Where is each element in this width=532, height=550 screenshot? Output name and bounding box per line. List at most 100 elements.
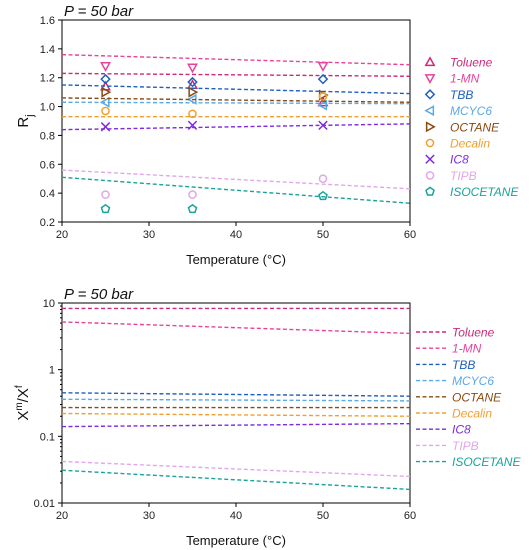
y-label-main: X bbox=[15, 411, 32, 421]
data-point-tipb bbox=[318, 174, 328, 184]
series-line-isocetane bbox=[61, 176, 411, 204]
legend-label: Toluene bbox=[450, 56, 493, 70]
legend-marker-mcyc6 bbox=[424, 105, 435, 117]
x-tick-label: 40 bbox=[230, 229, 242, 241]
y-label-main: R bbox=[15, 117, 32, 128]
series-line-mcyc6 bbox=[61, 101, 411, 105]
y-tick-label: 0.1 bbox=[40, 431, 55, 443]
chart-title: P = 50 bar bbox=[64, 286, 134, 303]
data-point-decalin bbox=[188, 109, 197, 119]
series-line-1-mn bbox=[61, 321, 411, 335]
legend-marker-toluene bbox=[424, 56, 436, 67]
data-point-tbb bbox=[100, 73, 111, 85]
data-point-tbb bbox=[187, 76, 198, 88]
x-tick-label: 50 bbox=[317, 510, 329, 522]
legend-label: MCYC6 bbox=[450, 104, 492, 118]
legend-label: ISOCETANE bbox=[450, 185, 519, 199]
data-point-ic8 bbox=[318, 120, 328, 131]
legend-marker-1-mn bbox=[424, 74, 436, 84]
legend-marker-tbb bbox=[424, 89, 436, 100]
data-point-1-mn bbox=[100, 62, 111, 72]
y-tick-label: 0.2 bbox=[40, 217, 55, 229]
data-point-octane bbox=[101, 86, 112, 98]
y-label-sub: j bbox=[24, 114, 36, 117]
x-tick-label: 30 bbox=[143, 229, 155, 241]
series-line-decalin bbox=[61, 412, 411, 417]
legend-label: Toluene bbox=[452, 326, 495, 340]
legend-marker-decalin bbox=[425, 138, 435, 148]
data-point-decalin bbox=[318, 92, 328, 101]
y-tick-label: 1.2 bbox=[40, 73, 55, 85]
y-tick-label: 1.0 bbox=[40, 102, 55, 114]
data-point-1-mn bbox=[317, 62, 329, 72]
legend-marker-ic8 bbox=[425, 154, 435, 164]
data-point-mcyc6 bbox=[99, 96, 110, 108]
y-tick-label: 0.6 bbox=[40, 159, 55, 171]
series-line-1-mn bbox=[61, 53, 411, 66]
x-tick-label: 60 bbox=[404, 229, 416, 241]
legend-label: Decalin bbox=[450, 137, 490, 151]
x-tick-label: 40 bbox=[230, 510, 242, 522]
y-tick-label: 1.4 bbox=[40, 44, 55, 56]
legend-label: IC8 bbox=[450, 153, 469, 167]
x-tick-label: 20 bbox=[56, 229, 68, 241]
data-point-ic8 bbox=[187, 120, 198, 131]
series-line-ic8 bbox=[61, 422, 411, 428]
legend-label: 1-MN bbox=[452, 342, 482, 356]
series-line-tbb bbox=[61, 84, 411, 95]
y-label-mid: /X bbox=[15, 388, 32, 402]
data-point-ic8 bbox=[100, 122, 111, 132]
series-line-tipb bbox=[61, 169, 411, 190]
series-line-tbb bbox=[61, 392, 411, 397]
legend-label: Decalin bbox=[452, 407, 492, 421]
chart-title: P = 50 bar bbox=[64, 3, 134, 20]
y-tick-label: 0.8 bbox=[40, 130, 55, 142]
legend-label: OCTANE bbox=[452, 390, 502, 404]
series-line-octane bbox=[61, 97, 411, 103]
y-label-sup: m bbox=[14, 402, 25, 410]
legend-label: OCTANE bbox=[450, 120, 500, 134]
legend-marker-tipb bbox=[425, 171, 435, 180]
series-line-ic8 bbox=[61, 123, 411, 131]
plot-frame bbox=[61, 19, 411, 223]
y-axis-label: Rj bbox=[15, 114, 36, 127]
series-line-tipb bbox=[61, 460, 411, 478]
data-point-decalin bbox=[101, 106, 110, 116]
x-tick-label: 30 bbox=[143, 510, 155, 522]
data-point-tipb bbox=[101, 190, 110, 199]
chart-panel-2: 20 30 40 50 60 0.01 0.1 1 10 P = 50 bar Temperatur… bbox=[14, 286, 521, 548]
x-tick-label: 60 bbox=[404, 510, 416, 522]
series-line-mcyc6 bbox=[61, 398, 411, 402]
data-point-1-mn bbox=[187, 63, 198, 74]
x-tick-label: 50 bbox=[317, 229, 329, 241]
chart-panel-1: 20 30 40 50 60 0.2 0.4 0.6 0.8 1.0 1.2 1.4 1.6 P = 50… bbox=[15, 3, 519, 267]
data-point-tbb bbox=[317, 73, 329, 85]
legend-label: MCYC6 bbox=[452, 374, 494, 388]
data-point-mcyc6 bbox=[317, 99, 328, 111]
legend-label: IC8 bbox=[452, 423, 471, 437]
legend-label: TBB bbox=[450, 88, 473, 102]
legend-marker-isocetane bbox=[425, 186, 435, 196]
legend-label: TIPB bbox=[452, 439, 479, 453]
x-axis-label: Temperature (°C) bbox=[186, 533, 286, 548]
series-line-toluene bbox=[61, 72, 411, 77]
legend-marker-octane bbox=[425, 121, 436, 133]
legend-label: TBB bbox=[452, 358, 475, 372]
y-tick-label: 10 bbox=[43, 298, 55, 310]
x-axis-label: Temperature (°C) bbox=[186, 252, 286, 267]
legend-label: TIPB bbox=[450, 169, 477, 183]
data-point-isocetane bbox=[100, 203, 111, 214]
y-tick-label: 0.01 bbox=[34, 498, 55, 510]
y-tick-label: 0.4 bbox=[40, 188, 55, 200]
legend-label: ISOCETANE bbox=[452, 455, 521, 469]
y-label-sup: f bbox=[14, 385, 25, 388]
y-tick-label: 1.6 bbox=[40, 15, 55, 27]
x-tick-label: 20 bbox=[56, 510, 68, 522]
legend-label: 1-MN bbox=[450, 72, 480, 86]
y-axis-label: Xm/Xf bbox=[14, 385, 32, 421]
series-line-isocetane bbox=[61, 469, 411, 491]
data-point-isocetane bbox=[187, 203, 198, 214]
data-point-tipb bbox=[188, 190, 197, 199]
data-point-octane bbox=[188, 86, 199, 98]
